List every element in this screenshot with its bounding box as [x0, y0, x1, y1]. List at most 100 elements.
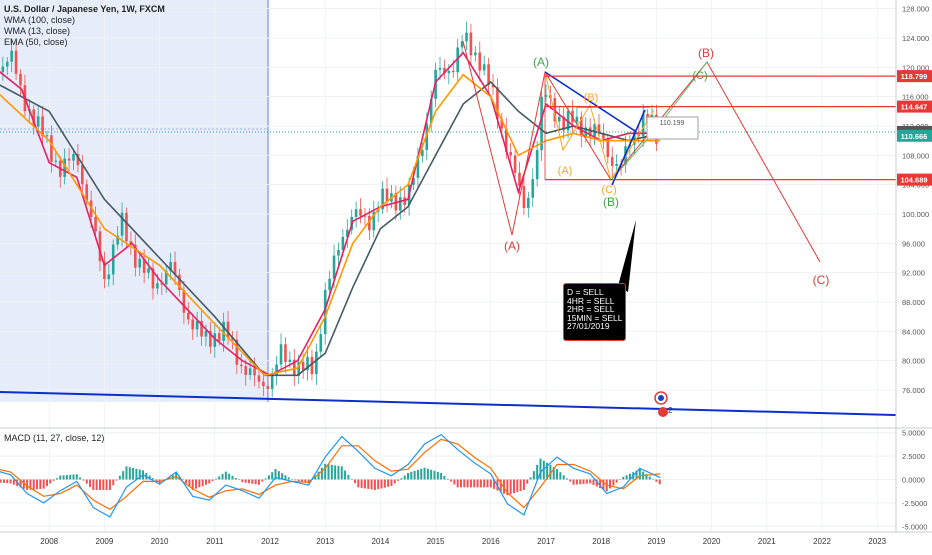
note-pointer [618, 220, 636, 292]
price-tick-label: 108.000 [902, 151, 929, 160]
candle-body [200, 320, 203, 337]
time-tick-label: 2023 [868, 537, 886, 546]
macd-histogram-bar [413, 470, 416, 480]
macd-histogram-bar [532, 471, 535, 480]
macd-histogram-bar [55, 478, 58, 480]
note-line: 27/01/2019 [567, 321, 610, 331]
candle-body [169, 262, 172, 271]
wave-label: (B) [603, 195, 619, 209]
wave-label: (A) [558, 165, 573, 177]
macd-histogram-bar [648, 476, 651, 480]
macd-histogram-bar [324, 463, 327, 480]
macd-histogram-bar [248, 479, 251, 484]
candle-body [111, 244, 115, 275]
candle-body [217, 333, 221, 341]
candle-body [641, 113, 645, 136]
macd-histogram-bar [522, 479, 525, 490]
candle-body [239, 364, 243, 367]
candle-body [451, 70, 455, 73]
wave-downtrend [544, 71, 636, 132]
macd-signal-line [0, 438, 661, 511]
candle-body [482, 64, 486, 71]
candle-body [32, 109, 36, 127]
time-tick-label: 2022 [813, 537, 831, 546]
macd-histogram-bar [39, 479, 42, 489]
macd-histogram-bar [228, 473, 231, 480]
macd-histogram-bar [440, 472, 443, 480]
candle-body [76, 153, 80, 166]
price-tag-label: 104.689 [900, 176, 927, 185]
macd-histogram-bar [92, 479, 95, 490]
candle-body [98, 231, 102, 262]
macd-histogram-bar [297, 479, 300, 482]
macd-histogram-bar [539, 458, 542, 480]
price-tick-label: 124.000 [902, 34, 929, 43]
candle-body [469, 32, 473, 56]
macd-histogram-bar [327, 464, 330, 480]
price-tick-label: 120.000 [902, 63, 929, 72]
indicator-wma13-label[interactable]: WMA (13, close) [4, 26, 71, 36]
candle-body [5, 61, 9, 67]
candle-body [385, 188, 389, 202]
candle-body [615, 163, 618, 166]
macd-tick-label: 2.5000 [902, 452, 925, 461]
candle-body [474, 52, 477, 56]
macd-histogram-bar [433, 470, 436, 480]
price-tag-label: 118.799 [901, 72, 928, 81]
macd-histogram-bar [234, 477, 237, 480]
macd-histogram-bar [281, 473, 284, 480]
candle-body [518, 172, 521, 187]
macd-histogram-bar [559, 472, 562, 480]
macd-histogram-bar [615, 479, 618, 483]
macd-histogram-bar [599, 479, 602, 489]
candle-body [597, 124, 601, 134]
candle-body [222, 321, 225, 341]
price-tag [897, 173, 932, 186]
candle-body [540, 96, 543, 151]
macd-histogram-bar [102, 479, 105, 490]
macd-histogram-bar [2, 479, 5, 483]
candle-body [359, 209, 362, 216]
candle-body [504, 128, 508, 152]
macd-histogram-bar [486, 479, 489, 488]
macd-histogram-bar [645, 474, 648, 480]
macd-histogram-bar [476, 479, 479, 488]
macd-histogram-bar [69, 474, 72, 480]
macd-histogram-bar [138, 469, 141, 480]
macd-histogram-bar [655, 479, 658, 482]
indicator-ema50-label[interactable]: EMA (50, close) [4, 37, 68, 47]
event-badge: 2 [668, 406, 673, 415]
macd-histogram-bar [108, 479, 111, 490]
candle-body [138, 258, 142, 268]
macd-histogram-bar [211, 479, 214, 482]
macd-histogram-bar [244, 479, 247, 483]
candle-body [182, 289, 186, 313]
candle-body [156, 283, 159, 289]
macd-histogram-bar [443, 475, 446, 480]
candle-body [412, 177, 415, 185]
candle-body [116, 235, 119, 245]
candle-body [566, 110, 570, 131]
macd-histogram-bar [357, 479, 360, 488]
drawing-label: 110.199 [660, 120, 685, 127]
time-tick-label: 2019 [648, 537, 666, 546]
macd-histogram-bar [493, 479, 496, 489]
candle-body [94, 217, 97, 232]
macd-histogram-bar [257, 479, 260, 485]
candle-body [460, 41, 464, 48]
macd-histogram-bar [466, 479, 469, 488]
candle-body [292, 359, 296, 376]
note-line: 4HR = SELL [567, 295, 615, 306]
macd-histogram-bar [618, 479, 621, 480]
price-tag [897, 129, 932, 142]
signal-note: D = SELL 4HR = SELL 2HR = SELL 15MIN = S… [563, 283, 626, 341]
price-tick-label: 116.000 [902, 93, 929, 102]
macd-title[interactable]: MACD (11, 27, close, 12) [4, 433, 105, 443]
indicator-wma100-label[interactable]: WMA (100, close) [4, 15, 76, 25]
macd-histogram-bar [261, 479, 264, 482]
macd-histogram-bar [390, 479, 393, 487]
candle-body [85, 184, 89, 201]
candle-body [279, 344, 283, 365]
